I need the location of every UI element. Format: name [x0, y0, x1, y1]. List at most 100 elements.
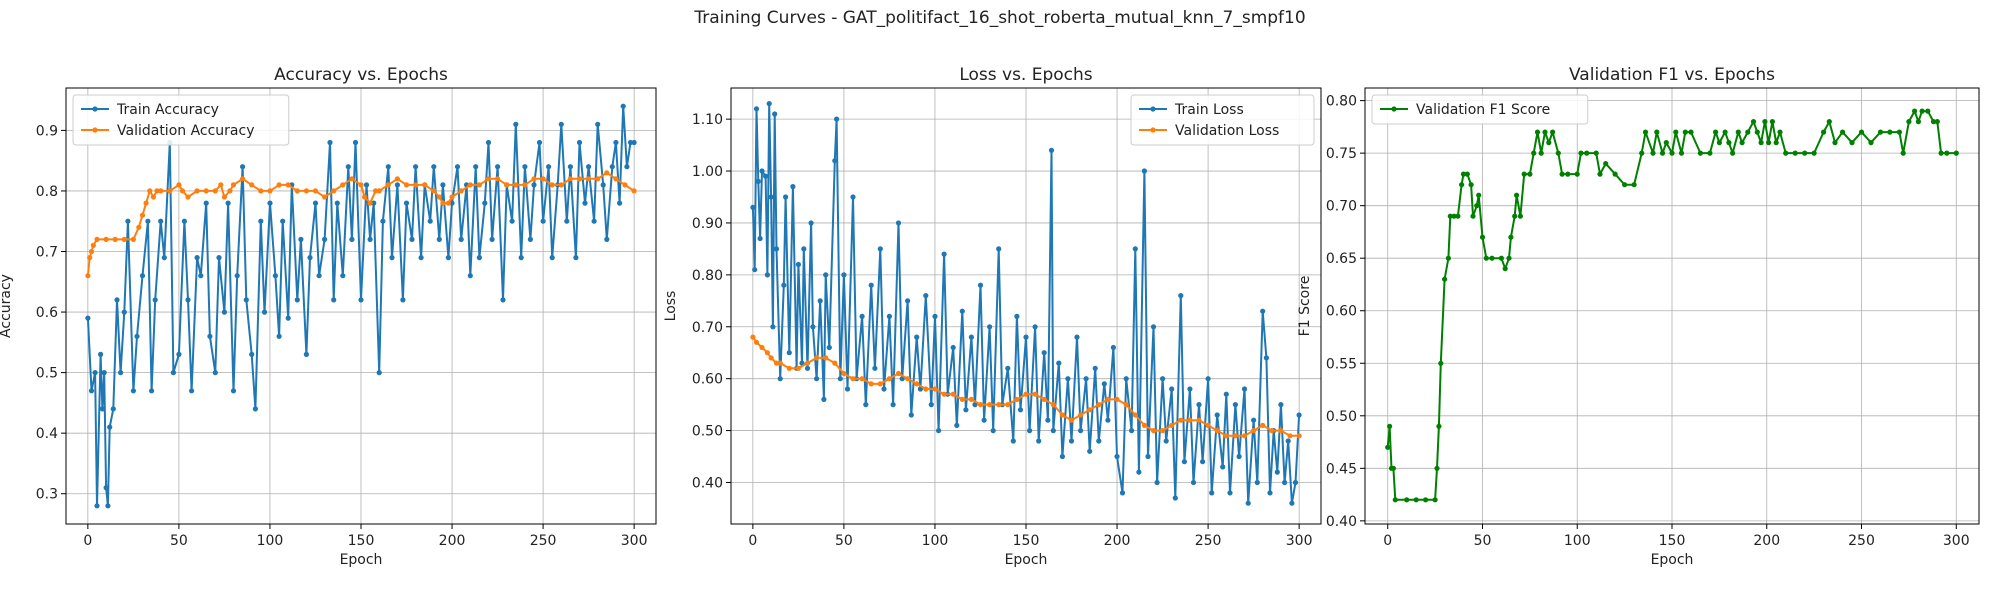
data-point [540, 218, 546, 224]
data-point [207, 333, 213, 339]
data-point [1105, 417, 1111, 423]
data-point [841, 370, 847, 377]
data-point [1251, 417, 1257, 423]
x-tick-label: 100 [257, 533, 284, 549]
data-point [1390, 465, 1396, 471]
data-point [445, 255, 451, 261]
y-tick-label: 1.10 [692, 112, 723, 128]
data-point [1688, 129, 1694, 135]
data-point [1404, 497, 1410, 503]
x-axis-label: Epoch [340, 552, 383, 568]
data-point [928, 402, 934, 408]
data-point [136, 224, 142, 230]
data-point [1200, 459, 1206, 465]
data-point [631, 188, 637, 194]
data-point [777, 376, 783, 382]
data-point [1005, 402, 1011, 408]
data-point [101, 370, 107, 376]
data-point [631, 139, 637, 146]
data-point [591, 218, 597, 224]
x-tick-label: 0 [748, 533, 757, 549]
x-tick-label: 300 [1943, 533, 1970, 549]
data-point [1631, 182, 1637, 188]
data-point [1777, 129, 1783, 135]
x-tick-label: 150 [348, 533, 375, 549]
data-point [485, 176, 492, 182]
y-axis-label: Accuracy [0, 274, 14, 338]
data-point [185, 194, 191, 200]
data-point [1074, 334, 1080, 340]
chart-panel-3: 0 50 100 150 200 250 300 0.40 0.45 0.50 0.55 0.60 0.… [1297, 65, 1980, 568]
legend-swatch-marker [92, 127, 98, 133]
data-point [1110, 344, 1116, 351]
data-point [750, 204, 756, 210]
data-point [977, 402, 984, 408]
data-point [400, 297, 406, 303]
data-point [112, 236, 118, 242]
data-point [1442, 276, 1448, 282]
y-tick-label: 0.60 [1326, 304, 1357, 320]
data-point [1930, 119, 1937, 125]
data-point [1762, 119, 1768, 125]
data-point [1722, 129, 1728, 135]
chart-title: Validation F1 vs. Epochs [1569, 65, 1775, 85]
data-point [905, 298, 911, 304]
data-point [604, 170, 610, 176]
data-point [1114, 396, 1120, 402]
y-tick-label: 0.6 [36, 305, 58, 321]
data-point [240, 176, 246, 182]
data-point [449, 194, 455, 200]
data-point [808, 220, 814, 226]
data-point [1769, 119, 1775, 125]
data-point [98, 351, 104, 357]
data-point [149, 388, 155, 394]
data-point [167, 188, 173, 194]
figure-title: Training Curves - GAT_politifact_16_shot… [694, 8, 1306, 28]
data-point [850, 194, 856, 200]
data-point [143, 200, 149, 206]
data-point [103, 485, 109, 491]
data-point [1178, 293, 1184, 299]
data-point [1254, 479, 1260, 486]
data-point [804, 365, 811, 371]
data-point [817, 298, 823, 304]
data-point [1023, 334, 1029, 340]
data-point [1045, 417, 1051, 423]
data-point [1546, 140, 1552, 146]
data-point [1150, 428, 1157, 434]
legend-box [1130, 94, 1315, 146]
data-point [1659, 150, 1666, 156]
x-tick-label: 50 [835, 533, 853, 549]
data-point [777, 360, 783, 366]
data-point [868, 282, 874, 288]
data-point [312, 200, 319, 206]
data-point [790, 184, 796, 190]
data-point [212, 370, 218, 376]
data-point [513, 182, 519, 188]
data-point [586, 176, 592, 182]
data-point [1263, 355, 1269, 361]
data-point [243, 297, 249, 303]
y-tick-label: 0.50 [1326, 409, 1357, 425]
data-point [1123, 376, 1129, 382]
data-point [252, 406, 258, 412]
data-point [586, 164, 592, 170]
x-tick-label: 150 [1013, 533, 1040, 549]
data-point [363, 182, 370, 188]
data-point [258, 188, 264, 194]
data-point [431, 188, 437, 194]
data-point [752, 267, 758, 273]
y-axis-label: Loss [663, 291, 679, 322]
data-point [258, 218, 264, 224]
data-point [107, 424, 113, 430]
data-point [1036, 438, 1042, 444]
x-tick-label: 0 [83, 533, 92, 549]
data-point [1758, 140, 1764, 146]
data-point [349, 176, 355, 182]
data-point [968, 334, 975, 340]
data-point [1506, 255, 1512, 261]
data-point [1123, 402, 1129, 408]
y-tick-label: 0.40 [1326, 514, 1357, 530]
data-point [1059, 453, 1065, 460]
